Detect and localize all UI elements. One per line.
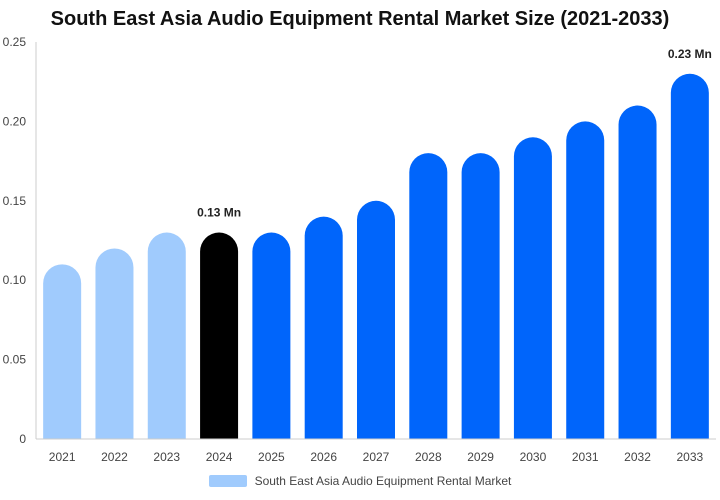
legend: South East Asia Audio Equipment Rental M… — [0, 474, 720, 488]
y-tick-label: 0.20 — [3, 114, 27, 128]
x-tick-label: 2022 — [101, 450, 128, 464]
x-tick-label: 2030 — [520, 450, 547, 464]
bar-2033 — [670, 73, 709, 439]
x-tick-label: 2029 — [467, 450, 494, 464]
data-labels: 0.13 Mn 0.23 Mn — [197, 47, 712, 220]
y-tick-label: 0.25 — [3, 35, 27, 49]
x-tick-label: 2031 — [572, 450, 599, 464]
x-tick-label: 2024 — [206, 450, 233, 464]
x-tick-label: 2021 — [49, 450, 76, 464]
y-axis: 0 0.05 0.10 0.15 0.20 0.25 — [3, 35, 37, 446]
bar-2025 — [252, 232, 291, 439]
bar-2021 — [43, 264, 82, 439]
bar-2030 — [513, 137, 552, 439]
bar-2027 — [357, 200, 395, 439]
bar-2023 — [147, 232, 186, 439]
y-tick-label: 0.15 — [3, 194, 27, 208]
bar-2029 — [461, 153, 500, 439]
bar-2028 — [409, 153, 448, 439]
x-tick-label: 2032 — [624, 450, 651, 464]
data-label-2033: 0.23 Mn — [668, 47, 712, 61]
x-axis: 2021 2022 2023 2024 2025 2026 2027 2028 2029 2030… — [36, 438, 716, 464]
bar-2032 — [618, 105, 657, 439]
x-tick-label: 2033 — [676, 450, 703, 464]
x-tick-label: 2023 — [153, 450, 180, 464]
x-tick-label: 2026 — [310, 450, 337, 464]
bar-2022 — [95, 248, 134, 439]
legend-label: South East Asia Audio Equipment Rental M… — [254, 474, 512, 488]
y-tick-label: 0 — [19, 432, 26, 446]
x-tick-label: 2028 — [415, 450, 442, 464]
x-tick-label: 2027 — [363, 450, 390, 464]
bar-2026 — [304, 216, 343, 439]
legend-swatch — [208, 475, 247, 487]
bar-2031 — [566, 121, 605, 439]
data-label-2024: 0.13 Mn — [197, 206, 241, 220]
bars — [43, 73, 709, 439]
y-tick-label: 0.05 — [3, 353, 27, 367]
y-tick-label: 0.10 — [3, 273, 27, 287]
x-tick-label: 2025 — [258, 450, 285, 464]
bar-2024 — [200, 232, 239, 439]
chart-title: South East Asia Audio Equipment Rental M… — [50, 8, 670, 30]
